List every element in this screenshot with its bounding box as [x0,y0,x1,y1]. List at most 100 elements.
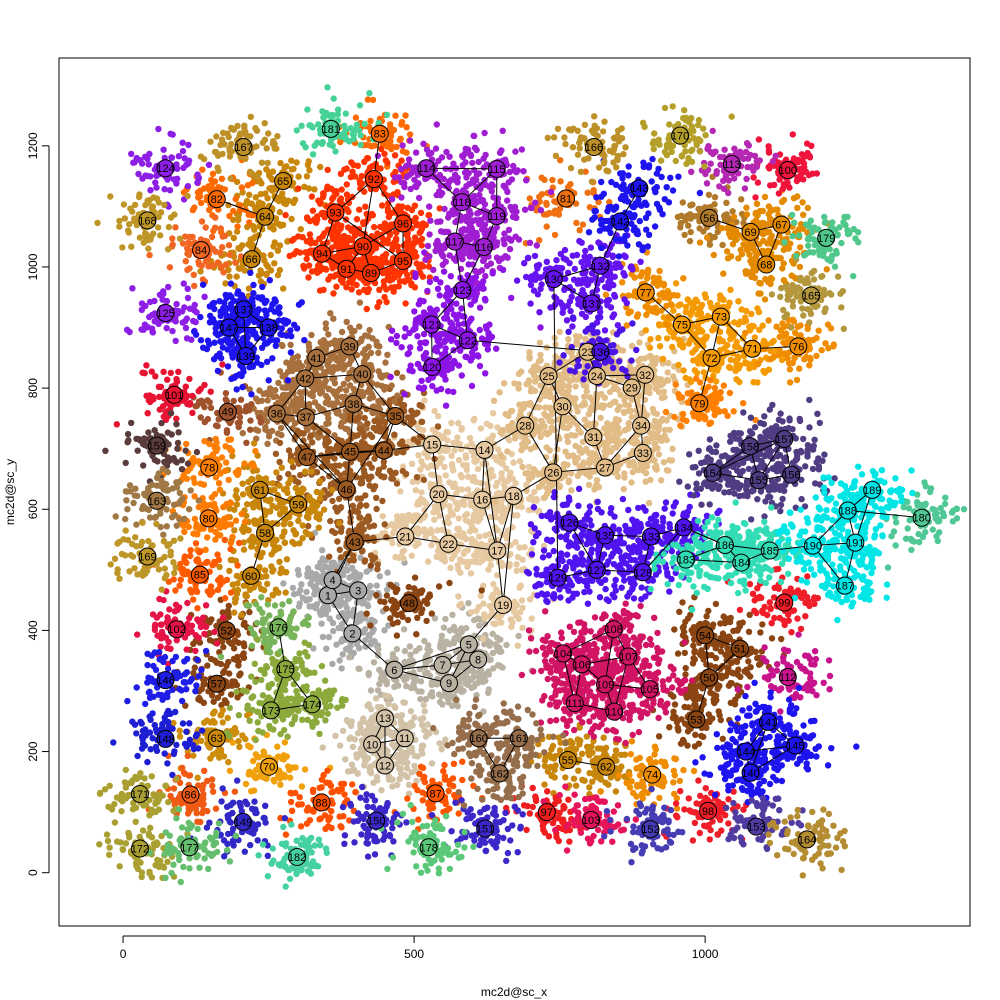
cell-point [226,670,233,677]
cell-point [610,444,617,452]
cell-point [649,405,657,413]
cell-point [342,601,349,608]
cell-point [401,647,409,655]
cell-point [367,687,375,694]
cell-point [641,355,648,362]
cell-point [261,567,269,574]
cell-point [316,478,324,485]
cell-point [313,514,320,521]
cell-point [306,400,313,408]
cell-point [327,517,334,525]
cell-point [376,573,383,580]
cell-point [464,563,471,570]
cell-point [366,431,374,438]
cell-point [615,438,622,445]
cell-point [674,650,682,657]
cell-point [244,742,252,749]
cell-point [206,399,213,406]
cell-point [655,733,663,740]
cell-point [516,544,523,551]
cell-point [593,398,600,405]
cell-point [332,601,339,608]
cell-point [373,505,380,513]
cell-point [705,191,713,198]
cell-point [311,591,318,598]
cell-point [197,697,204,704]
cell-point [248,788,255,795]
cell-point [357,524,364,532]
cell-point [281,739,289,746]
cell-point [642,469,650,477]
cell-point [250,440,258,447]
cell-point [605,426,613,433]
cell-point [620,408,628,416]
cell-point [325,633,333,641]
cell-point [451,551,458,558]
cell-point [552,762,559,769]
cell-point [327,354,335,361]
cell-point [364,420,371,427]
cell-point [501,485,509,492]
cell-point [330,315,337,322]
cell-point [394,392,401,399]
cell-point [197,268,204,275]
cell-point [742,268,749,275]
cell-point [393,632,401,639]
cell-point [498,453,505,460]
cell-point [272,393,280,400]
cell-point [511,435,519,442]
cell-point [190,752,197,759]
cell-point [431,615,439,622]
cell-point [325,331,332,338]
cell-point [349,743,357,751]
cell-point [431,407,438,415]
cell-point [509,419,516,427]
cell-point [651,417,659,425]
cell-point [475,516,482,524]
cell-point [511,598,518,605]
cell-point [298,581,305,588]
cell-point [231,506,238,513]
cell-point [478,557,486,564]
cell-point [722,672,730,680]
cell-point [404,414,411,421]
cell-point [525,401,533,408]
cell-point [655,451,663,458]
cell-point [489,591,497,598]
cell-point [526,596,534,603]
cell-point [436,740,443,747]
cell-point [669,445,676,452]
cell-point [490,580,497,588]
cell-point [601,394,608,401]
cell-point [757,629,764,636]
cell-point [289,463,297,471]
cell-point [745,658,752,665]
cell-point [414,439,422,446]
cell-point [400,699,407,706]
cell-point [470,473,477,481]
cell-point [347,518,354,526]
cell-point [421,450,428,457]
cell-point [276,208,283,216]
cell-point [343,716,350,724]
cell-point [696,239,704,246]
cell-point [489,410,497,417]
cell-point [298,783,306,790]
cell-point [363,502,370,509]
cell-point [335,495,343,503]
cell-point [732,696,739,703]
cell-point [435,691,443,698]
cell-point [684,212,691,219]
cell-point [460,461,467,469]
cell-point [278,424,285,432]
cell-point [519,441,526,448]
cell-point [389,529,397,537]
cell-point [363,352,371,359]
cell-point [269,502,276,510]
cell-point [214,748,222,755]
cell-point [410,680,417,687]
cell-point [754,211,761,219]
cell-point [249,476,256,483]
cell-point [468,523,476,530]
cell-point [264,263,272,270]
